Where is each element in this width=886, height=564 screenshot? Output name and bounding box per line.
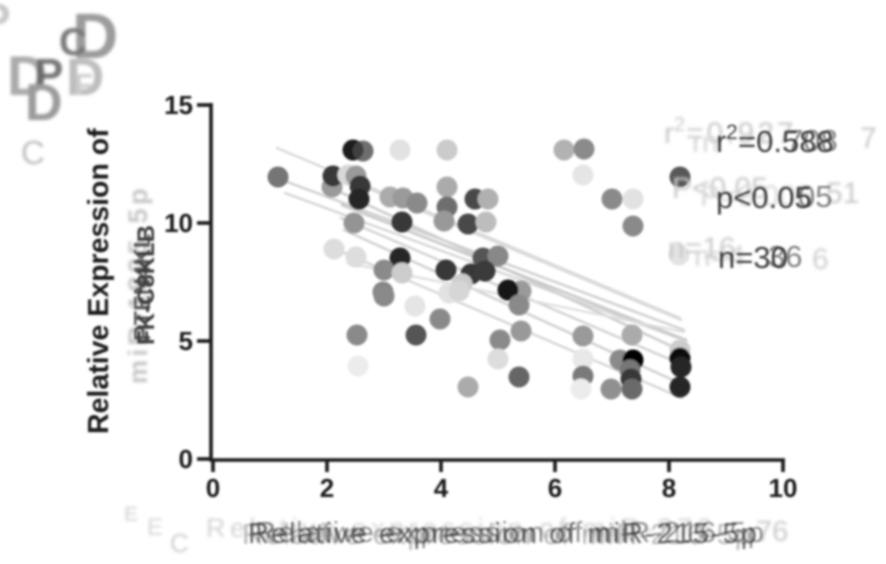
svg-text:P: P	[0, 0, 11, 46]
svg-text:C: C	[59, 21, 87, 64]
svg-text:miR-1825-5p: miR-1825-5p	[123, 185, 153, 384]
svg-text:r: r	[664, 117, 674, 150]
svg-text:7: 7	[860, 122, 877, 155]
svg-text:n=30: n=30	[718, 240, 788, 275]
svg-text:05: 05	[798, 179, 832, 214]
svg-text:Relative expression of miR-216: Relative expression of miR-216-5p	[255, 517, 766, 549]
svg-text:36: 36	[768, 239, 802, 274]
svg-text:Relative expression of miR-216: Relative expression of miR-216-5p	[242, 519, 753, 551]
svg-text:P: P	[34, 50, 63, 99]
svg-text:8: 8	[662, 473, 676, 503]
svg-text:P=0.005: P=0.005	[700, 180, 813, 213]
svg-text:708: 708	[786, 123, 838, 158]
svg-text:15: 15	[164, 90, 193, 120]
svg-text:2: 2	[674, 114, 685, 136]
svg-text:=0.588: =0.588	[738, 124, 834, 159]
svg-text:p<0.05: p<0.05	[716, 180, 812, 215]
svg-text:Relative expression of miR-376: Relative expression of miR-376	[206, 513, 716, 543]
svg-text:n=4: n=4	[694, 240, 745, 273]
svg-text:P<0.05: P<0.05	[672, 172, 768, 205]
svg-text:C: C	[170, 528, 189, 558]
svg-text:E: E	[124, 503, 138, 526]
svg-text:D: D	[72, 0, 118, 72]
svg-text:rn: rn	[692, 126, 719, 159]
svg-text:5: 5	[179, 326, 193, 356]
svg-text:10: 10	[164, 208, 193, 238]
svg-text:51: 51	[826, 177, 859, 210]
svg-text:C: C	[21, 134, 45, 171]
svg-text:2: 2	[320, 473, 334, 503]
svg-text:F: F	[74, 67, 93, 102]
svg-text:E: E	[147, 514, 163, 541]
svg-text:6: 6	[812, 243, 829, 276]
svg-text:Relative expression of miR-215: Relative expression of miR-215-5p	[248, 518, 759, 550]
svg-text:D: D	[7, 44, 47, 107]
svg-text:4: 4	[434, 473, 449, 503]
svg-text:D: D	[66, 48, 104, 107]
svg-text:6: 6	[548, 473, 562, 503]
svg-text:Relative Expression of: Relative Expression of	[83, 128, 115, 434]
svg-text:10: 10	[769, 473, 798, 503]
svg-text:0: 0	[206, 473, 220, 503]
svg-text:D: D	[25, 74, 63, 132]
svg-text:PTEN4KL: PTEN4KL	[129, 234, 155, 341]
svg-text:76: 76	[756, 516, 788, 548]
svg-text:2: 2	[726, 121, 738, 144]
svg-text:=0.927: =0.927	[686, 117, 797, 150]
svg-text:FK-C8KLB: FK-C8KLB	[133, 225, 160, 345]
svg-text:0: 0	[179, 444, 193, 474]
svg-text:n=16: n=16	[668, 232, 736, 265]
svg-text:r: r	[716, 124, 726, 159]
